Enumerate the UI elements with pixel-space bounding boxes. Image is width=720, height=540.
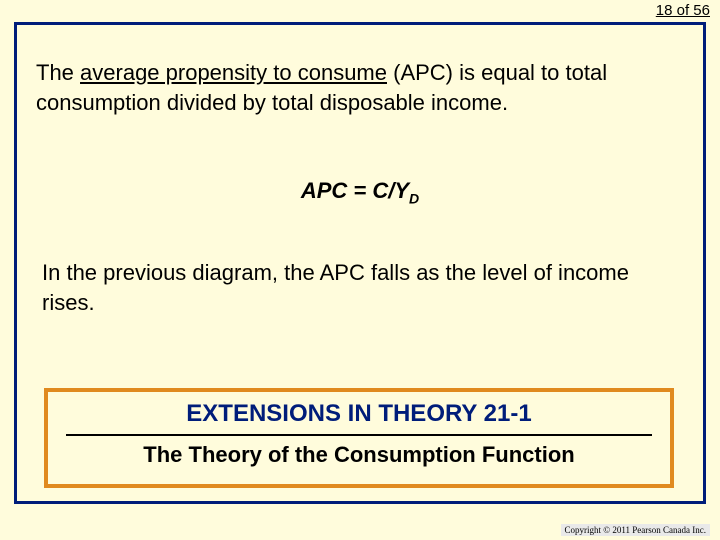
callout-subtitle: The Theory of the Consumption Function [48, 442, 670, 468]
formula-lhs: APC = C/Y [301, 178, 409, 203]
paragraph-apc-falls: In the previous diagram, the APC falls a… [42, 258, 662, 317]
copyright-text: Copyright © 2011 Pearson Canada Inc. [561, 524, 710, 536]
callout-box: EXTENSIONS IN THEORY 21-1 The Theory of … [44, 388, 674, 488]
para1-prefix: The [36, 60, 80, 85]
formula-subscript: D [409, 190, 419, 206]
callout-divider [66, 434, 652, 436]
para1-underlined-term: average propensity to consume [80, 60, 387, 85]
callout-title: EXTENSIONS IN THEORY 21-1 [48, 400, 670, 428]
page-indicator: 18 of 56 [656, 2, 710, 19]
formula-apc: APC = C/YD [0, 178, 720, 206]
paragraph-apc-definition: The average propensity to consume (APC) … [36, 58, 676, 117]
